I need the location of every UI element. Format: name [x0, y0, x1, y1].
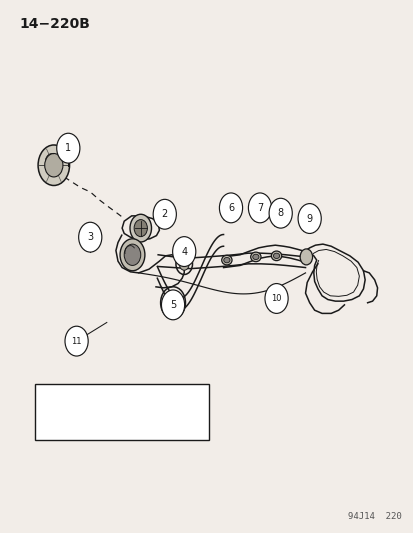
Text: AAAA  A  A  AAAAAAA  A  A  A  AAAA: AAAA A A AAAAAAA A A A AAAA — [40, 406, 129, 410]
Circle shape — [124, 244, 140, 265]
Text: 5: 5 — [169, 300, 176, 310]
Text: AAA  A  A  AAAAAAA  A  A  AAA: AAA A A AAAAAAA A A AAA — [40, 418, 116, 422]
Text: 3: 3 — [87, 232, 93, 242]
Circle shape — [161, 290, 184, 320]
Circle shape — [78, 222, 102, 252]
Circle shape — [153, 199, 176, 229]
Text: AA  AA  AA  AAAAA  A  A  AAAAAAA  A  A  A  AAAA: AA AA AA AAAAA A A AAAAAAA A A A AAAA — [40, 393, 163, 398]
Circle shape — [65, 326, 88, 356]
Circle shape — [219, 193, 242, 223]
Bar — [35, 384, 209, 440]
Circle shape — [264, 284, 287, 313]
Text: 8: 8 — [277, 208, 283, 218]
Circle shape — [120, 239, 145, 271]
Ellipse shape — [90, 236, 99, 246]
Text: 6: 6 — [228, 203, 233, 213]
Text: 7: 7 — [256, 203, 263, 213]
Circle shape — [179, 257, 189, 270]
Ellipse shape — [221, 255, 232, 265]
Ellipse shape — [271, 251, 281, 261]
Circle shape — [130, 214, 151, 242]
Circle shape — [248, 193, 271, 223]
Text: 4: 4 — [181, 247, 187, 256]
Circle shape — [57, 133, 80, 163]
Ellipse shape — [252, 254, 259, 260]
Circle shape — [299, 249, 312, 265]
Text: 10: 10 — [271, 294, 281, 303]
Text: 11: 11 — [71, 337, 82, 345]
Ellipse shape — [273, 253, 279, 259]
Circle shape — [38, 145, 69, 185]
Circle shape — [297, 204, 320, 233]
Ellipse shape — [250, 252, 261, 262]
Circle shape — [172, 237, 195, 266]
Text: 1: 1 — [65, 143, 71, 153]
Text: AAAA  A  A  AAAAAAA  A  A  AAAA: AAAA A A AAAAAAA A A AAAA — [40, 430, 121, 434]
Circle shape — [90, 236, 98, 246]
Circle shape — [164, 292, 181, 313]
Circle shape — [268, 198, 292, 228]
Circle shape — [134, 220, 147, 237]
Text: 9: 9 — [306, 214, 312, 223]
Text: 2: 2 — [161, 209, 168, 219]
Ellipse shape — [223, 257, 230, 263]
Text: 14−220B: 14−220B — [20, 17, 90, 31]
Circle shape — [45, 154, 63, 177]
Text: 94J14  220: 94J14 220 — [347, 512, 401, 521]
